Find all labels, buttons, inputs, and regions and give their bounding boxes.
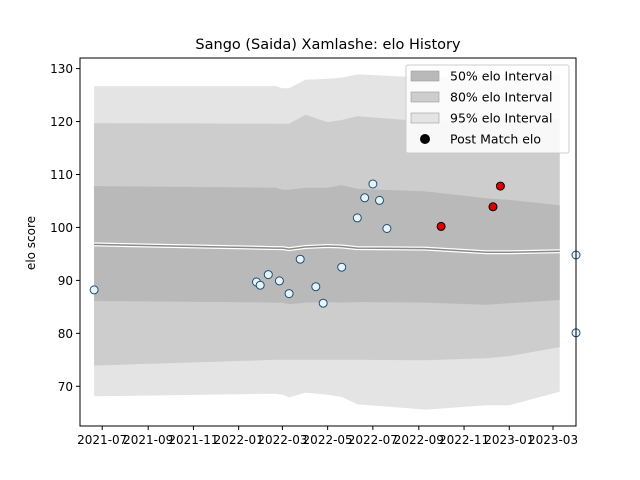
x-tick-label: 2022-01 (214, 433, 264, 447)
match-point (263, 270, 273, 280)
legend-label: Post Match elo (450, 132, 541, 147)
legend: 50% elo Interval 80% elo Interval 95% elo … (405, 64, 570, 154)
x-tick-label: 2023-03 (528, 433, 578, 447)
y-tick-label: 130 (50, 62, 73, 76)
plot-area (89, 74, 581, 410)
x-tick-label: 2022-03 (257, 433, 307, 447)
chart-title: Sango (Saida) Xamlashe: elo History (195, 37, 461, 53)
y-tick-label: 80 (58, 327, 73, 341)
x-tick-label: 2022-11 (439, 433, 489, 447)
match-point (375, 195, 384, 205)
match-point (382, 224, 392, 233)
x-tick-label: 2023-01 (484, 433, 534, 447)
match-point (255, 280, 265, 290)
legend-label: 80% elo Interval (450, 90, 552, 105)
x-tick-label: 2022-07 (348, 433, 398, 447)
mean-line (94, 243, 560, 254)
match-point (284, 289, 294, 299)
match-point-highlight (495, 181, 505, 191)
y-tick-label: 110 (50, 168, 73, 182)
legend-marker-swatch (420, 134, 430, 144)
legend-swatch-band50 (410, 70, 440, 82)
match-point (295, 254, 305, 264)
match-point (318, 298, 328, 308)
match-point (352, 213, 362, 223)
match-point (274, 276, 284, 286)
axes: 7080901001101201302021-072021-092021-112… (50, 57, 578, 447)
y-tick-label: 100 (50, 221, 73, 235)
match-point (360, 193, 370, 203)
match-point-highlight (488, 202, 498, 212)
y-axis-label: elo score (24, 216, 38, 270)
x-tick-label: 2021-09 (123, 433, 173, 447)
x-tick-label: 2021-07 (77, 433, 127, 447)
y-tick-label: 120 (50, 115, 73, 129)
x-tick-label: 2022-09 (394, 433, 444, 447)
y-tick-label: 70 (58, 380, 73, 394)
x-tick-label: 2021-11 (168, 433, 218, 447)
legend-label: 95% elo Interval (450, 111, 552, 126)
legend-swatch-band95 (410, 112, 440, 124)
x-tick-label: 2022-05 (303, 433, 353, 447)
y-tick-label: 90 (58, 274, 73, 288)
legend-label: 50% elo Interval (450, 69, 552, 84)
match-point (337, 262, 347, 272)
match-point (311, 282, 321, 292)
match-point-highlight (436, 221, 446, 231)
match-point (368, 179, 378, 189)
legend-box (405, 64, 570, 154)
legend-swatch-band80 (410, 91, 440, 103)
match-point (89, 285, 99, 295)
